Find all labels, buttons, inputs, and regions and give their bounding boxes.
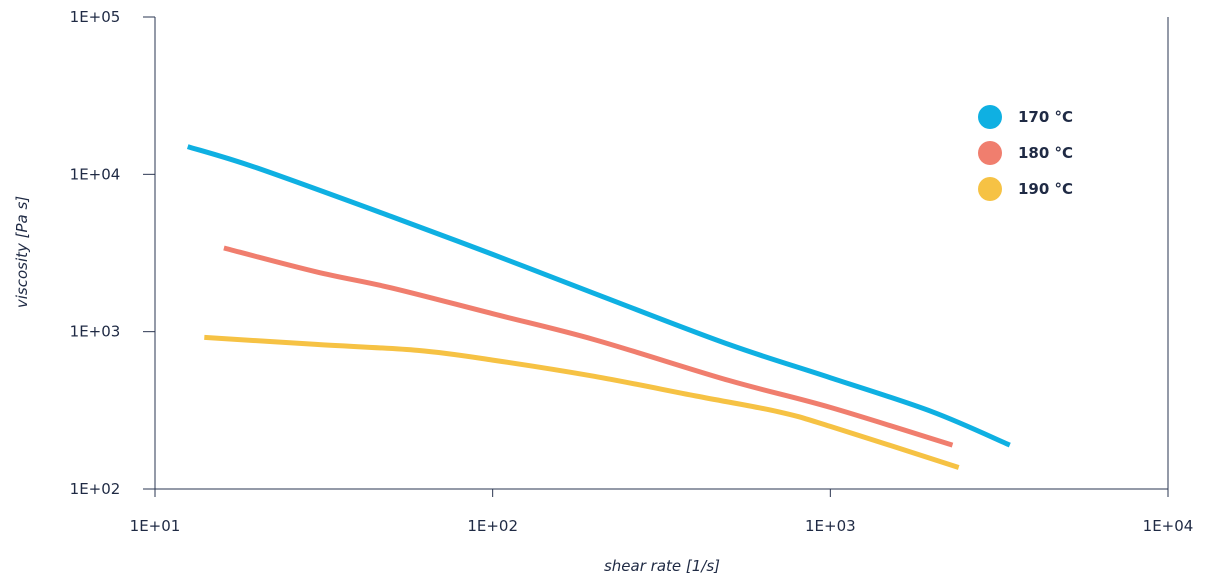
y-tick-label: 1E+03 <box>70 323 121 341</box>
legend-swatch-2 <box>978 141 1002 165</box>
series-line-2 <box>223 245 954 448</box>
legend-label-1: 170 °C <box>1018 108 1073 126</box>
legend-label-3: 190 °C <box>1018 180 1073 198</box>
y-tick-label: 1E+02 <box>70 480 121 498</box>
legend: 170 °C 180 °C 190 °C <box>978 105 1073 201</box>
series-layer <box>186 144 1011 470</box>
x-axis-title: shear rate [1/s] <box>604 557 720 575</box>
legend-swatch-3 <box>978 177 1002 201</box>
x-tick-label: 1E+03 <box>805 517 856 535</box>
legend-swatch-1 <box>978 105 1002 129</box>
x-tick-label: 1E+04 <box>1143 517 1194 535</box>
legend-label-2: 180 °C <box>1018 144 1073 162</box>
x-tick-label: 1E+01 <box>130 517 181 535</box>
y-tick-label: 1E+04 <box>70 165 121 183</box>
axes: 1E+02 1E+03 1E+04 1E+05 1E+01 1E+02 1E+03 1E+04 <box>70 8 1194 535</box>
series-line-1 <box>186 144 1011 448</box>
x-tick-label: 1E+02 <box>467 517 518 535</box>
series-line-3 <box>204 334 960 470</box>
y-tick-label: 1E+05 <box>70 8 121 26</box>
y-axis-title: viscosity [Pa s] <box>13 196 31 308</box>
